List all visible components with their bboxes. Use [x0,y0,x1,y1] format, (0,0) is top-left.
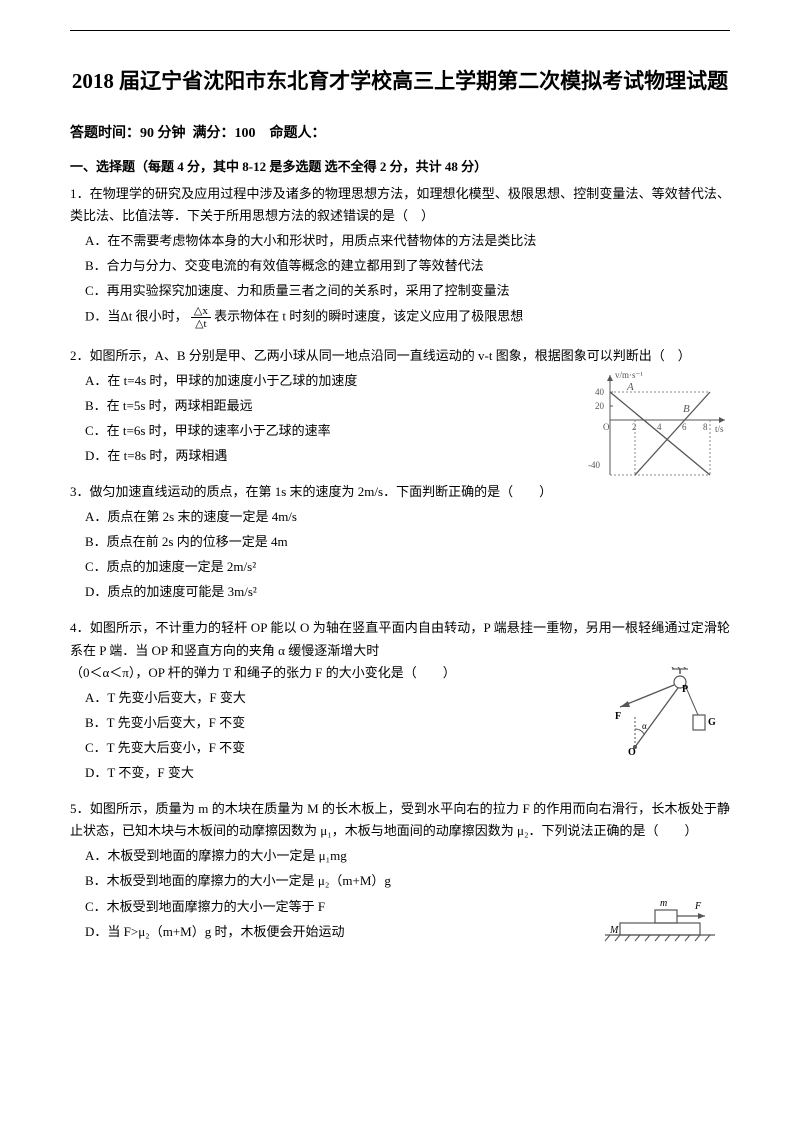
q5-option-a: A．木板受到地面的摩擦力的大小一定是 μ₁mg [85,845,730,867]
q5-text: 5．如图所示，质量为 m 的木块在质量为 M 的长木板上，受到水平向右的拉力 F… [70,798,730,842]
exam-info: 答题时间：90 分钟 满分：100 命题人： [70,122,730,146]
q4-option-b: B．T 先变小后变大，F 不变 [85,712,585,734]
graph-xlabel: t/s [715,424,724,434]
pulley-diagram: α G F P O [600,667,720,757]
line-b-label: B [683,403,690,415]
q4-option-d: D．T 不变，F 变大 [85,762,585,784]
alpha-label: α [642,721,647,731]
q2-text: 2．如图所示，A、B 分别是甲、乙两小球从同一地点沿同一直线运动的 v-t 图象… [70,345,730,367]
q1-d-post: 表示物体在 t 时刻的瞬时速度，该定义应用了极限思想 [214,309,523,324]
m-label: m [660,898,667,909]
q1-option-b: B．合力与分力、交变电流的有效值等概念的建立都用到了等效替代法 [85,255,730,277]
q4-option-c: C．T 先变大后变小，F 不变 [85,737,585,759]
q2-option-b: B．在 t=5s 时，两球相距最远 [85,395,535,417]
question-5: 5．如图所示，质量为 m 的木块在质量为 M 的长木板上，受到水平向右的拉力 F… [70,798,730,943]
ytick-20: 20 [595,401,605,411]
question-3: 3．做匀加速直线运动的质点，在第 1s 末的速度为 2m/s．下面判断正确的是（… [70,481,730,603]
svg-text:O: O [603,422,610,432]
time-value: 90 分钟 [140,126,186,141]
q1-frac-den: △t [191,318,211,330]
q3-options: A．质点在第 2s 末的速度一定是 4m/s B．质点在前 2s 内的位移一定是… [85,506,730,603]
q1-option-d: D．当Δt 很小时， △x △t 表示物体在 t 时刻的瞬时速度，该定义应用了极… [85,305,730,330]
author-label: 命题人： [270,126,326,141]
question-2: 2．如图所示，A、B 分别是甲、乙两小球从同一地点沿同一直线运动的 v-t 图象… [70,345,730,467]
xtick-8: 8 [703,422,708,432]
vt-graph: v/m·s⁻¹ t/s 20 40 -40 2 4 6 8 A B O [585,370,730,485]
q2-option-d: D．在 t=8s 时，两球相遇 [85,445,535,467]
q4-option-a: A．T 先变小后变大，F 变大 [85,687,585,709]
line-a-label: A [626,381,634,393]
q3-option-c: C．质点的加速度一定是 2m/s² [85,556,730,578]
q1-d-pre: D．当Δt 很小时， [85,309,188,324]
q1-frac-num: △x [191,305,211,318]
g-label: G [708,717,716,728]
q3-option-b: B．质点在前 2s 内的位移一定是 4m [85,531,730,553]
q1-options: A．在不需要考虑物体本身的大小和形状时，用质点来代替物体的方法是类比法 B．合力… [85,230,730,330]
question-4: 4．如图所示，不计重力的轻杆 OP 能以 O 为轴在竖直平面内自由转动，P 端悬… [70,617,730,784]
section-header: 一、选择题（每题 4 分，其中 8-12 是多选题 选不全得 2 分，共计 48… [70,156,730,178]
q1-option-a: A．在不需要考虑物体本身的大小和形状时，用质点来代替物体的方法是类比法 [85,230,730,252]
q2-option-a: A．在 t=4s 时，甲球的加速度小于乙球的加速度 [85,370,535,392]
xtick-6: 6 [682,422,687,432]
q1-fraction: △x △t [191,305,211,330]
ytick-neg40: -40 [588,460,600,470]
xtick-4: 4 [657,422,662,432]
p-label: P [682,684,688,695]
graph-ylabel: v/m·s⁻¹ [615,370,643,380]
q2-option-c: C．在 t=6s 时，甲球的速率小于乙球的速率 [85,420,535,442]
q4-options: A．T 先变小后变大，F 变大 B．T 先变小后变大，F 不变 C．T 先变大后… [85,687,585,784]
q5-option-b: B．木板受到地面的摩擦力的大小一定是 μ₂（m+M）g [85,870,730,892]
f-arrow-label: F [694,901,702,912]
time-label: 答题时间： [70,126,140,141]
xtick-2: 2 [632,422,637,432]
score-value: 100 [235,126,256,141]
q1-text: 1．在物理学的研究及应用过程中涉及诸多的物理思想方法，如理想化模型、极限思想、控… [70,183,730,227]
q2-options: A．在 t=4s 时，甲球的加速度小于乙球的加速度 B．在 t=5s 时，两球相… [85,370,535,467]
question-1: 1．在物理学的研究及应用过程中涉及诸多的物理思想方法，如理想化模型、极限思想、控… [70,183,730,331]
ytick-40: 40 [595,387,605,397]
q4-text: 4．如图所示，不计重力的轻杆 OP 能以 O 为轴在竖直平面内自由转动，P 端悬… [70,617,730,661]
q3-option-a: A．质点在第 2s 末的速度一定是 4m/s [85,506,730,528]
score-label: 满分： [193,126,235,141]
big-m-label: M [609,925,619,936]
top-rule [70,30,730,31]
exam-title: 2018 届辽宁省沈阳市东北育才学校高三上学期第二次模拟考试物理试题 [70,60,730,102]
q1-option-c: C．再用实验探究加速度、力和质量三者之间的关系时，采用了控制变量法 [85,280,730,302]
q3-option-d: D．质点的加速度可能是 3m/s² [85,581,730,603]
f-label: F [615,711,621,722]
block-diagram: M m F [600,893,720,943]
